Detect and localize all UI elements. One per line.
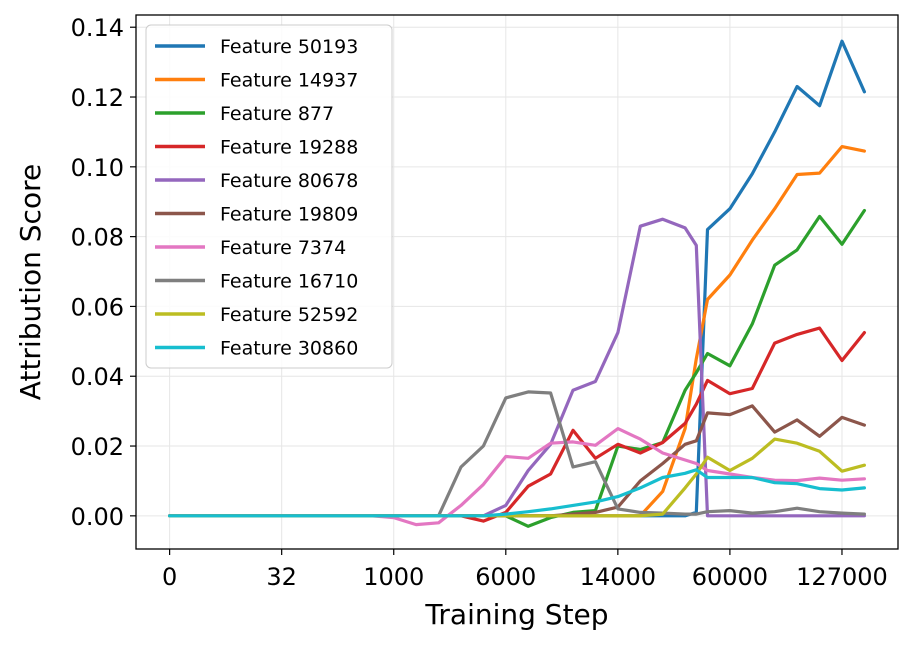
x-tick-label: 32	[266, 563, 297, 591]
x-axis-title: Training Step	[424, 598, 608, 631]
legend-label-feature-50193: Feature 50193	[220, 36, 358, 58]
y-tick-label: 0.04	[71, 363, 124, 391]
legend-label-feature-52592: Feature 52592	[220, 304, 358, 326]
series-lines	[168, 39, 867, 528]
x-tick-label: 60000	[692, 563, 768, 591]
legend-label-feature-19288: Feature 19288	[220, 137, 358, 159]
x-tick-label: 14000	[580, 563, 656, 591]
y-tick-label: 0.02	[71, 433, 124, 461]
y-tick-label: 0.06	[71, 293, 124, 321]
y-tick-label: 0.08	[71, 224, 124, 252]
y-axis-title: Attribution Score	[14, 164, 47, 400]
legend: Feature 50193 Feature 14937 Feature 877 Fea…	[145, 24, 393, 369]
y-tick-label: 0.10	[71, 154, 124, 182]
x-axis-ticks: 0 32 1000 6000 14000 60000 127000	[162, 549, 888, 591]
x-tick-label: 1000	[363, 563, 424, 591]
x-tick-label: 0	[162, 563, 177, 591]
legend-label-feature-877: Feature 877	[220, 103, 334, 125]
legend-box	[145, 24, 393, 369]
legend-label-feature-16710: Feature 16710	[220, 271, 358, 293]
y-tick-label: 0.14	[71, 14, 124, 42]
x-tick-label: 6000	[475, 563, 536, 591]
y-tick-label: 0.00	[71, 503, 124, 531]
legend-label-feature-7374: Feature 7374	[220, 237, 346, 259]
legend-label-feature-80678: Feature 80678	[220, 170, 358, 192]
series-line-feature-30860	[168, 468, 867, 518]
y-axis-ticks: 0.00 0.02 0.04 0.06 0.08 0.10 0.12 0.14	[71, 14, 136, 531]
x-tick-label: 127000	[796, 563, 888, 591]
y-tick-label: 0.12	[71, 84, 124, 112]
legend-label-feature-19809: Feature 19809	[220, 204, 358, 226]
legend-label-feature-14937: Feature 14937	[220, 70, 358, 92]
plot-frame	[135, 14, 899, 550]
legend-label-feature-30860: Feature 30860	[220, 338, 358, 360]
